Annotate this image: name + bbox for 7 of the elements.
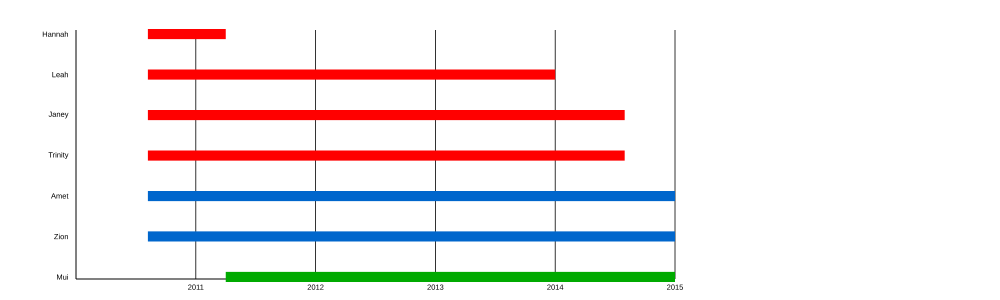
bar (148, 28, 226, 40)
bar (226, 272, 676, 282)
bar (148, 150, 625, 161)
bar (148, 69, 556, 80)
bar (148, 231, 676, 242)
bar (148, 110, 625, 120)
bar (148, 190, 676, 202)
